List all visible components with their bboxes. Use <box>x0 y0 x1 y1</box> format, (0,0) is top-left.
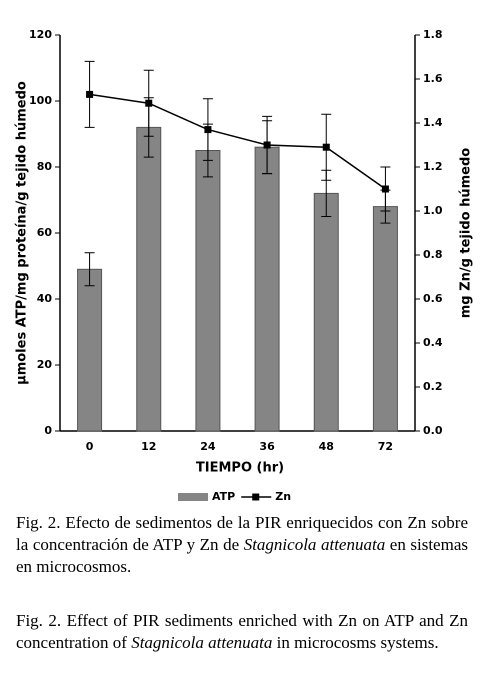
y2-tick-label: 0.2 <box>423 380 443 393</box>
error-bar <box>84 60 95 128</box>
error-bar <box>380 166 391 212</box>
error-bar <box>262 115 273 175</box>
bar <box>254 146 280 432</box>
caption-es: Fig. 2. Efecto de sedimentos de la PIR e… <box>16 512 468 578</box>
bar <box>77 268 103 432</box>
x-tick-label: 24 <box>200 440 216 453</box>
error-bar <box>143 69 154 137</box>
y2-tick-label: 1.0 <box>423 204 443 217</box>
chart: TIEMPO (hr) µmoles ATP/mg proteína/g tej… <box>15 28 474 503</box>
legend-swatch <box>252 493 260 501</box>
error-bar <box>202 98 213 161</box>
bar <box>195 150 221 432</box>
x-tick-label: 72 <box>378 440 393 453</box>
y2-tick-label: 1.6 <box>423 72 443 85</box>
caption-species: Stagnicola attenuata <box>243 535 386 554</box>
caption-text: Fig. 2. Effect of PIR sediments enriched… <box>16 611 468 652</box>
y-tick-label: 40 <box>37 292 53 305</box>
error-bar <box>84 252 95 287</box>
bar <box>372 206 398 432</box>
x-tick-label: 0 <box>86 440 94 453</box>
legend-label: Zn <box>275 490 291 503</box>
caption-text: in microcosms systems. <box>272 633 439 652</box>
y2-axis-title: mg Zn/g tejido húmedo <box>459 148 474 319</box>
caption-text: en sistemas en microcosmos. <box>16 535 468 576</box>
y-tick-label: 20 <box>37 358 53 371</box>
caption-species: Stagnicola attenuata <box>131 633 273 652</box>
y2-tick-label: 1.2 <box>423 160 443 173</box>
y-axis-title: µmoles ATP/mg proteína/g tejido húmedo <box>15 81 30 385</box>
x-axis-title: TIEMPO (hr) <box>196 461 284 476</box>
y2-tick-label: 1.8 <box>423 28 443 41</box>
y-tick-label: 100 <box>29 94 52 107</box>
error-bar <box>321 113 332 181</box>
y-tick-label: 120 <box>29 28 52 41</box>
legend-label: ATP <box>212 490 235 503</box>
y-tick-label: 60 <box>37 226 53 239</box>
y-tick-label: 80 <box>37 160 53 173</box>
x-tick-label: 36 <box>259 440 275 453</box>
line <box>89 93 386 190</box>
y2-tick-label: 0.0 <box>423 424 443 437</box>
x-tick-label: 48 <box>319 440 334 453</box>
y2-tick-label: 0.8 <box>423 248 443 261</box>
bar <box>136 126 162 432</box>
x-tick-label: 12 <box>141 440 156 453</box>
caption-en: Fig. 2. Effect of PIR sediments enriched… <box>16 610 468 654</box>
y-tick-label: 0 <box>44 424 52 437</box>
legend-swatch <box>178 493 208 501</box>
y2-tick-label: 0.6 <box>423 292 443 305</box>
y2-tick-label: 0.4 <box>423 336 443 349</box>
y2-tick-label: 1.4 <box>423 116 443 129</box>
caption-text: Fig. 2. Efecto de sedimentos de la PIR e… <box>16 513 468 554</box>
bar <box>313 192 339 432</box>
